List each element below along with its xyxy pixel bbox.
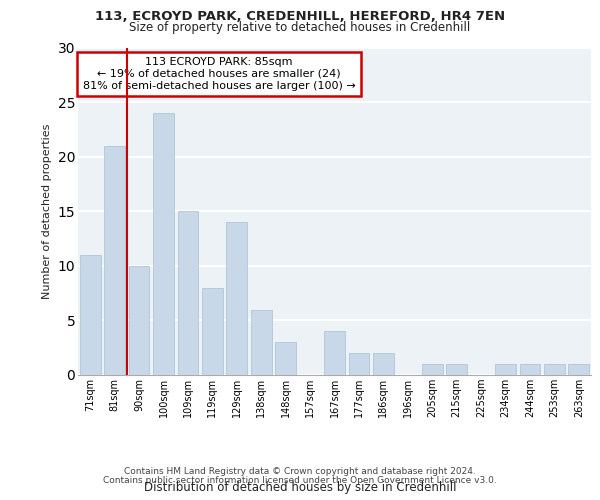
Bar (324, 332, 345, 375)
Bar (568, 364, 589, 375)
Bar (349, 353, 370, 375)
Bar (422, 364, 443, 375)
Text: Size of property relative to detached houses in Credenhill: Size of property relative to detached ho… (130, 21, 470, 34)
Bar (202, 288, 223, 375)
Bar (104, 146, 125, 375)
Bar (495, 364, 516, 375)
Text: Distribution of detached houses by size in Credenhill: Distribution of detached houses by size … (144, 481, 456, 494)
Text: Contains HM Land Registry data © Crown copyright and database right 2024.: Contains HM Land Registry data © Crown c… (124, 467, 476, 476)
Y-axis label: Number of detached properties: Number of detached properties (42, 124, 52, 299)
Bar (520, 364, 541, 375)
Bar (544, 364, 565, 375)
Bar (275, 342, 296, 375)
Bar (153, 113, 174, 375)
Bar (226, 222, 247, 375)
Bar (251, 310, 272, 375)
Bar (178, 211, 199, 375)
Text: 113, ECROYD PARK, CREDENHILL, HEREFORD, HR4 7EN: 113, ECROYD PARK, CREDENHILL, HEREFORD, … (95, 10, 505, 23)
Bar (80, 255, 101, 375)
Text: Contains public sector information licensed under the Open Government Licence v3: Contains public sector information licen… (103, 476, 497, 485)
Bar (446, 364, 467, 375)
Text: 113 ECROYD PARK: 85sqm
← 19% of detached houses are smaller (24)
81% of semi-det: 113 ECROYD PARK: 85sqm ← 19% of detached… (83, 58, 355, 90)
Bar (128, 266, 149, 375)
Bar (373, 353, 394, 375)
